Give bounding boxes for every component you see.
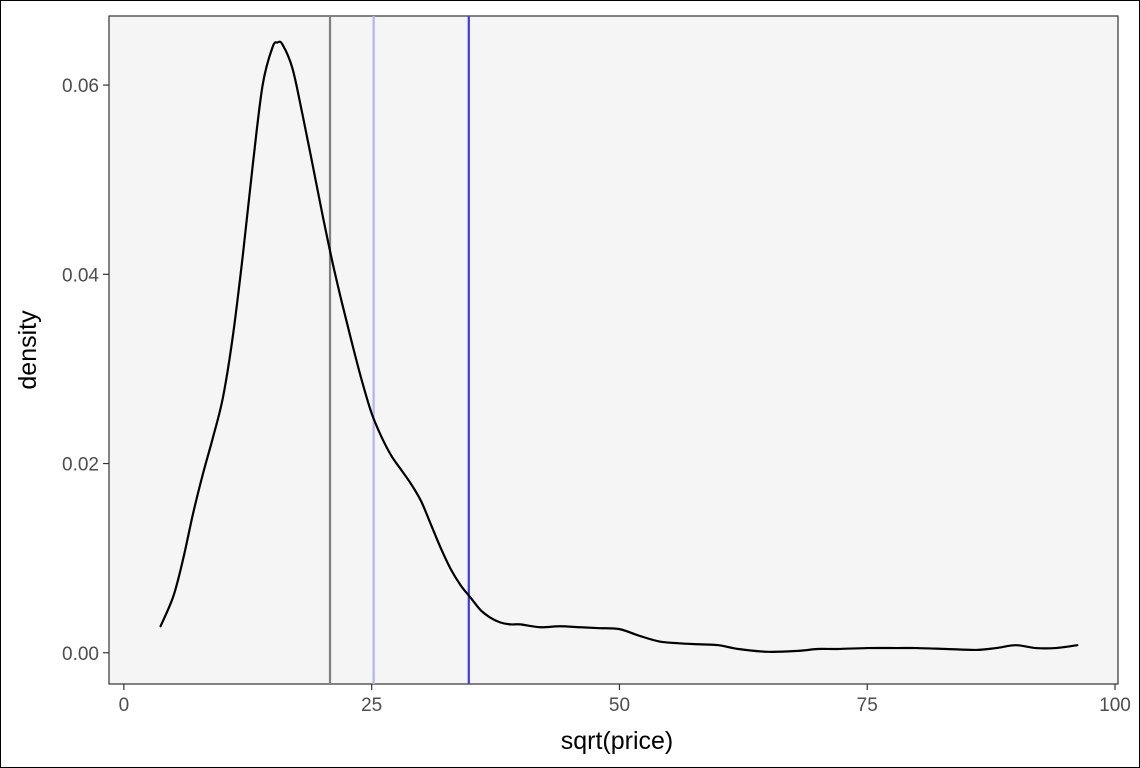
y-tick-label: 0.02 [62, 455, 99, 476]
y-tick-label: 0.06 [62, 76, 99, 97]
x-tick-label: 50 [609, 695, 630, 716]
reference-lines [328, 16, 470, 684]
x-tick-label: 75 [857, 695, 878, 716]
y-axis-title: density [14, 310, 42, 390]
x-axis: 0 25 50 75 100 [119, 684, 1131, 716]
density-line-1 [159, 40, 1079, 654]
y-tick-label: 0.00 [62, 644, 99, 665]
y-tick-label: 0.04 [62, 265, 99, 286]
plot-panel [108, 15, 1119, 685]
x-tick-label: 0 [119, 695, 130, 716]
x-tick-label: 25 [361, 695, 382, 716]
y-axis: 0.00 0.02 0.04 0.06 [62, 76, 109, 665]
x-axis-title: sqrt(price) [561, 727, 674, 755]
x-tick-label: 100 [1099, 695, 1131, 716]
density-series [159, 40, 1079, 654]
